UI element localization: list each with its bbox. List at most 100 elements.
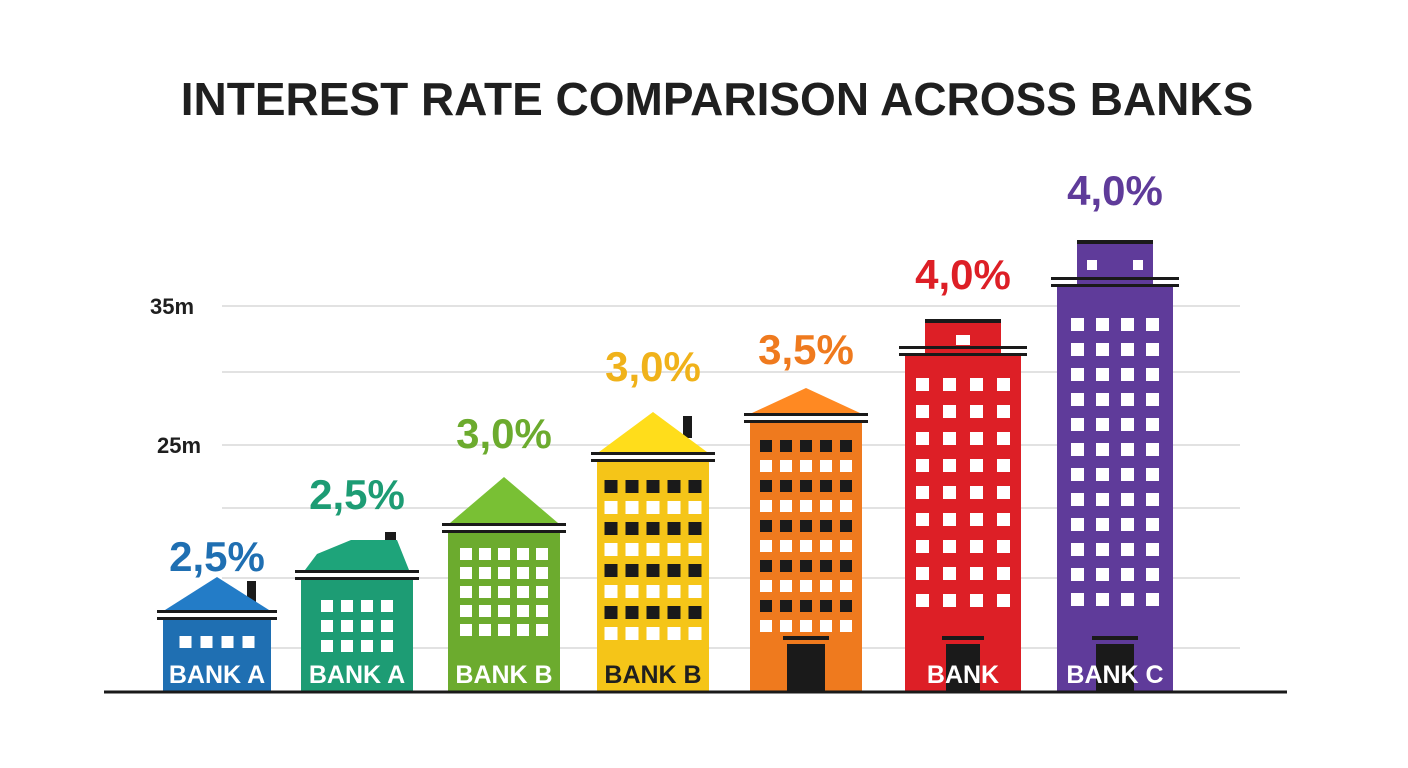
cornice-line — [591, 452, 715, 455]
window — [1096, 468, 1109, 481]
window — [625, 585, 639, 598]
window — [361, 620, 373, 632]
window — [1071, 518, 1084, 531]
window — [646, 501, 660, 514]
window — [1146, 543, 1159, 556]
window — [780, 480, 792, 492]
window — [667, 543, 681, 556]
window — [840, 520, 852, 532]
window — [1071, 568, 1084, 581]
window — [1146, 443, 1159, 456]
window — [970, 486, 983, 499]
window — [1071, 493, 1084, 506]
window — [688, 480, 702, 493]
window — [1121, 468, 1134, 481]
window — [604, 564, 618, 577]
window — [916, 459, 929, 472]
window — [1096, 343, 1109, 356]
window — [688, 501, 702, 514]
window — [517, 605, 529, 617]
window — [970, 567, 983, 580]
window — [625, 522, 639, 535]
window — [1071, 468, 1084, 481]
window — [646, 606, 660, 619]
window — [840, 560, 852, 572]
buildings-layer: BANK A 2,5% BANK A 2,5% BANK B 3,0% BANK B 3,0%… — [157, 167, 1179, 692]
window — [341, 600, 353, 612]
window — [800, 620, 812, 632]
roof — [305, 540, 409, 570]
door-lintel — [1092, 636, 1138, 640]
window — [1146, 518, 1159, 531]
chimney — [247, 581, 256, 603]
window — [381, 640, 393, 652]
window — [780, 560, 792, 572]
window — [646, 627, 660, 640]
window — [970, 540, 983, 553]
window — [916, 378, 929, 391]
roof-cap — [925, 319, 1001, 323]
window — [840, 480, 852, 492]
window — [667, 585, 681, 598]
window — [1146, 568, 1159, 581]
window — [820, 460, 832, 472]
window — [800, 560, 812, 572]
window — [1146, 393, 1159, 406]
window — [361, 640, 373, 652]
window — [604, 606, 618, 619]
window — [840, 460, 852, 472]
window — [460, 567, 472, 579]
window — [1071, 393, 1084, 406]
window — [943, 540, 956, 553]
door — [787, 644, 825, 692]
window — [1096, 368, 1109, 381]
window — [341, 640, 353, 652]
window — [956, 335, 970, 345]
window — [1096, 518, 1109, 531]
window — [840, 440, 852, 452]
roof — [165, 577, 269, 610]
data-label: 3,0% — [605, 343, 701, 390]
window — [800, 540, 812, 552]
window — [1121, 593, 1134, 606]
window — [780, 460, 792, 472]
window — [536, 548, 548, 560]
window — [361, 600, 373, 612]
window — [479, 586, 491, 598]
window — [604, 501, 618, 514]
window — [916, 567, 929, 580]
window — [1146, 418, 1159, 431]
window — [460, 586, 472, 598]
window — [604, 522, 618, 535]
window — [840, 540, 852, 552]
building-bar: BANK — [899, 319, 1027, 692]
window — [1096, 318, 1109, 331]
window — [1071, 368, 1084, 381]
window — [498, 605, 510, 617]
window — [840, 620, 852, 632]
window — [1146, 493, 1159, 506]
window — [1096, 393, 1109, 406]
window — [916, 513, 929, 526]
window — [1087, 260, 1097, 270]
window — [760, 600, 772, 612]
window — [321, 600, 333, 612]
window — [498, 586, 510, 598]
window — [1096, 568, 1109, 581]
window — [1096, 493, 1109, 506]
window — [1121, 518, 1134, 531]
window — [760, 480, 772, 492]
window — [688, 543, 702, 556]
bank-label: BANK C — [1066, 661, 1163, 689]
window — [800, 440, 812, 452]
window — [604, 585, 618, 598]
window — [820, 600, 832, 612]
window — [997, 432, 1010, 445]
data-label: 4,0% — [915, 251, 1011, 298]
window — [820, 620, 832, 632]
window — [1121, 343, 1134, 356]
cornice-line — [899, 353, 1027, 356]
data-label: 3,5% — [758, 326, 854, 373]
window — [688, 627, 702, 640]
chart-title: INTEREST RATE COMPARISON ACROSS BANKS — [181, 73, 1254, 125]
